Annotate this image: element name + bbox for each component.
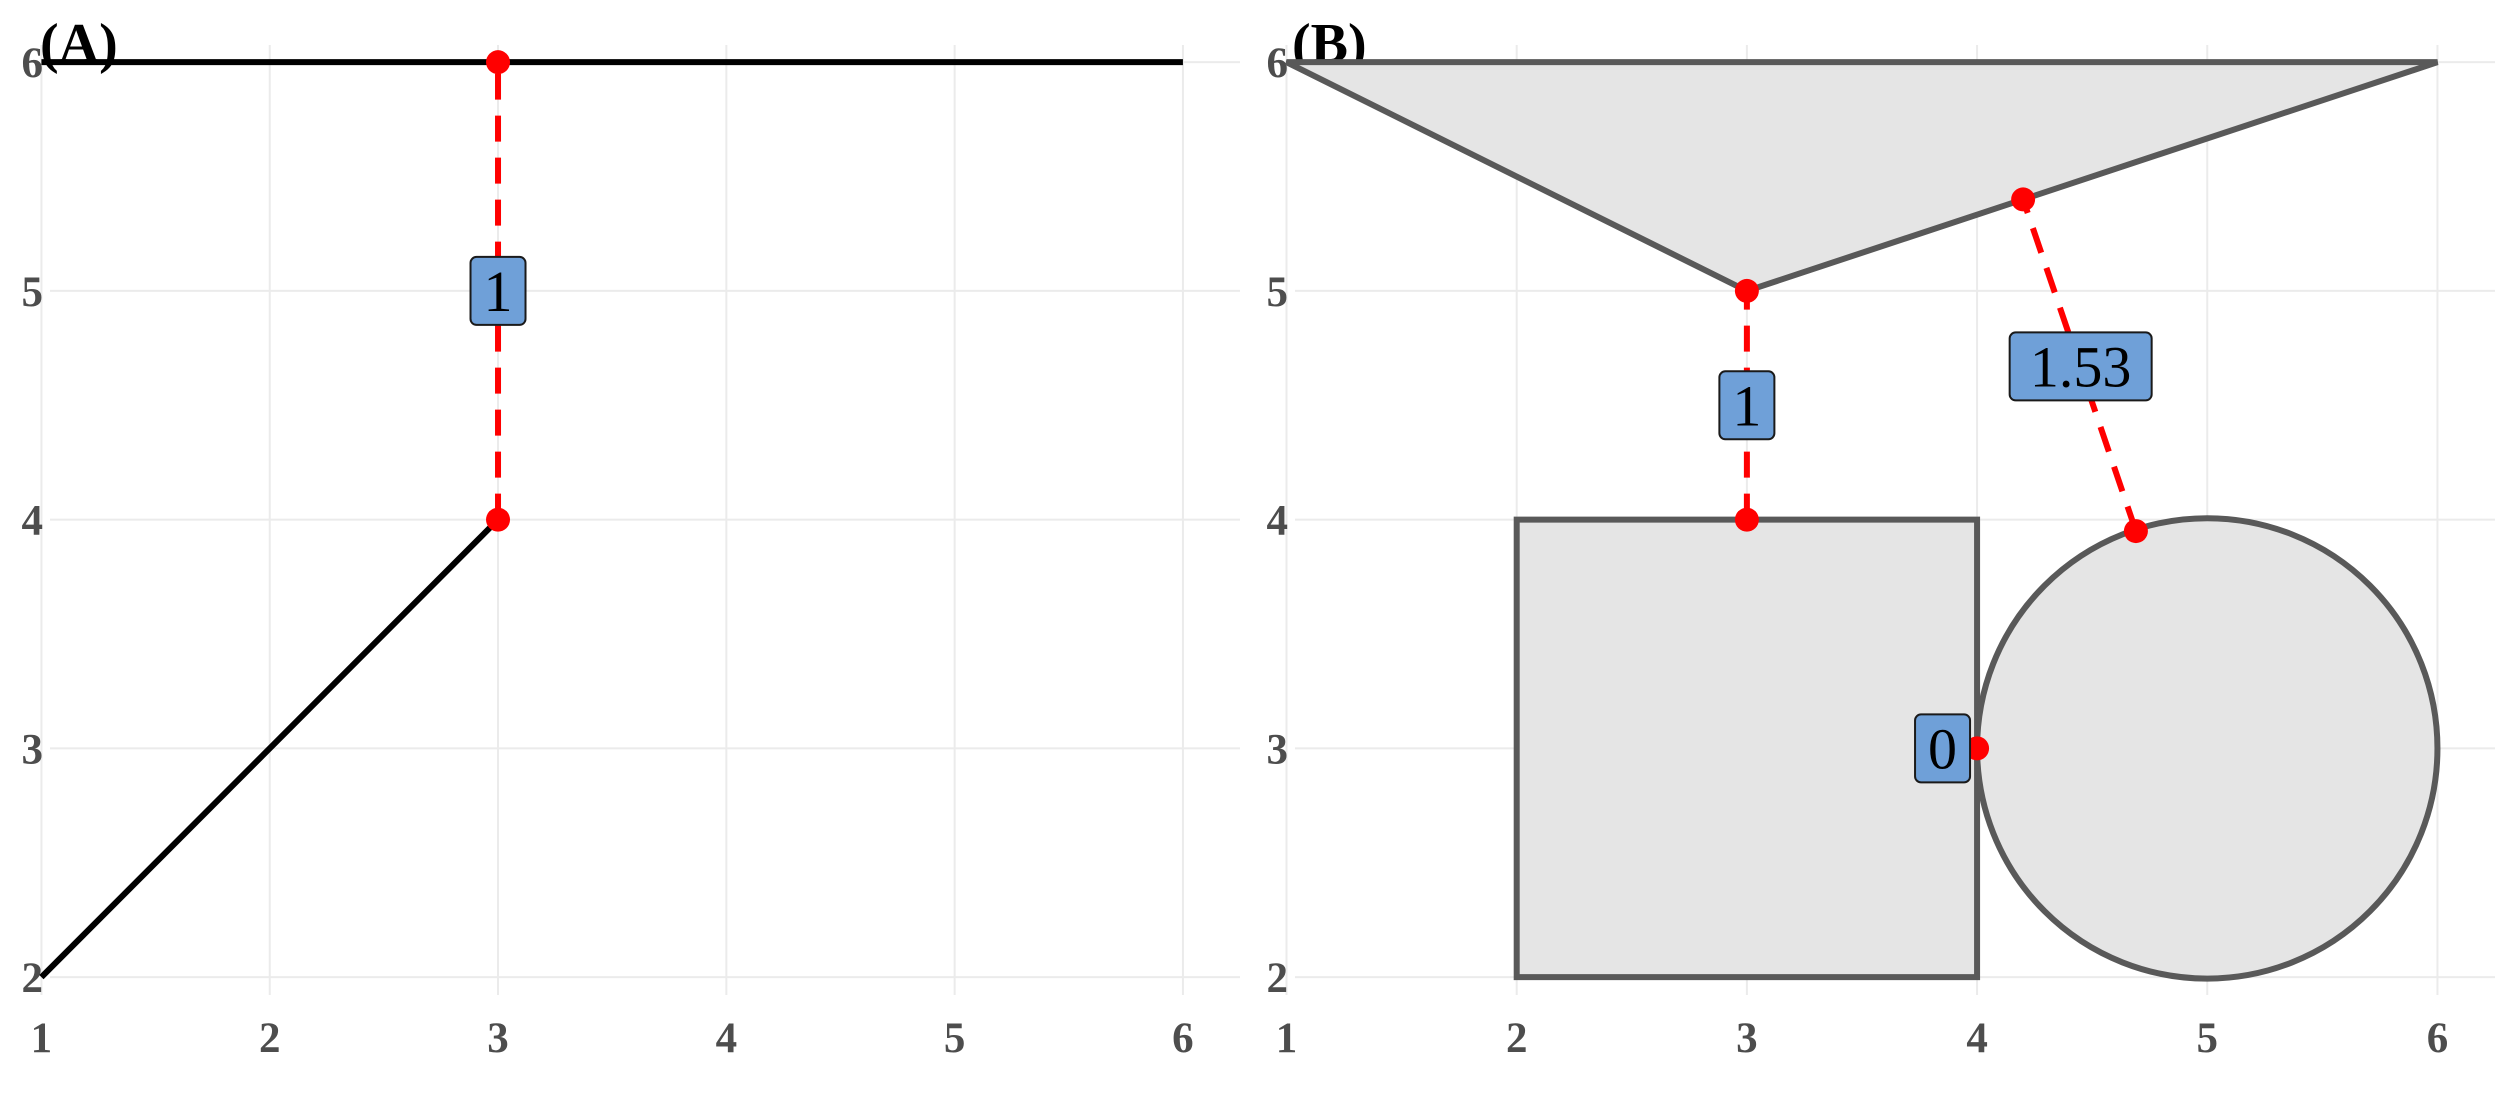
distance-point [1965, 736, 1990, 761]
y-tick-label: 2 [22, 955, 44, 1002]
distance-point [486, 50, 511, 75]
distance-point [1734, 507, 1759, 532]
x-tick-label: 1 [31, 1015, 53, 1062]
y-tick-label: 4 [1267, 498, 1289, 545]
x-tick-label: 2 [259, 1015, 281, 1062]
y-tick-label: 6 [22, 40, 44, 87]
y-tick-label: 3 [1267, 726, 1289, 773]
x-tick-label: 5 [2197, 1015, 2219, 1062]
y-tick-label: 3 [22, 726, 44, 773]
line-shape [39, 517, 501, 980]
panel-label: (A) [40, 13, 118, 75]
y-tick-label: 5 [22, 269, 44, 316]
polygon-shape [1513, 516, 1981, 981]
y-tick-label: 4 [22, 498, 44, 545]
distance-point [486, 507, 511, 532]
distance-label: 0 [1928, 716, 1957, 781]
distance-label: 1 [484, 259, 513, 324]
distance-label-box [469, 255, 527, 326]
polygon-shape [1285, 59, 2439, 295]
distance-label-box [2008, 331, 2153, 402]
x-tick-label: 2 [1506, 1015, 1528, 1062]
x-tick-label: 5 [944, 1015, 966, 1062]
y-tick-label: 5 [1267, 269, 1289, 316]
y-tick-label: 2 [1267, 955, 1289, 1002]
distance-label-box [1718, 370, 1776, 441]
distance-label-box [1914, 713, 1972, 784]
x-tick-label: 1 [1276, 1015, 1298, 1062]
x-tick-label: 4 [1966, 1015, 1988, 1062]
distance-point [1734, 278, 1759, 303]
circle-shape [1974, 515, 2441, 982]
x-tick-label: 3 [487, 1015, 509, 1062]
x-tick-label: 6 [1172, 1015, 1194, 1062]
x-tick-label: 3 [1736, 1015, 1758, 1062]
x-tick-label: 4 [716, 1015, 738, 1062]
distance-label: 1 [1732, 373, 1761, 438]
y-tick-label: 6 [1267, 40, 1289, 87]
distance-point [2011, 187, 2036, 212]
distance-point [2123, 519, 2148, 544]
distance-label: 1.53 [2030, 334, 2132, 399]
x-tick-label: 6 [2427, 1015, 2449, 1062]
